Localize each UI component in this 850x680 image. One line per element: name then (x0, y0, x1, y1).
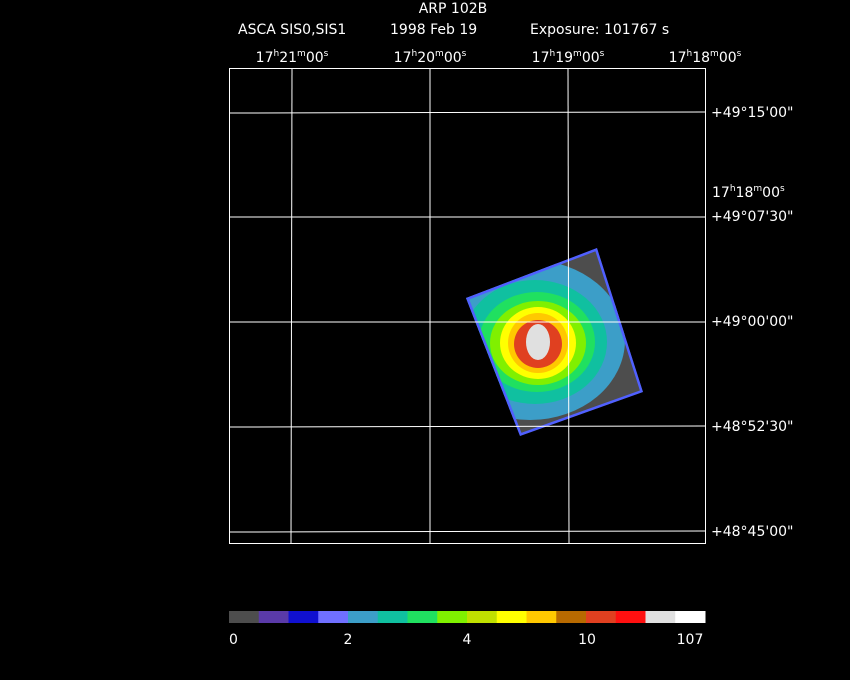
dec-label: +49°15'00" (711, 105, 793, 121)
colorbar-swatch (675, 611, 706, 623)
colorbar-swatch (229, 611, 260, 623)
ra-value: 21 (279, 50, 297, 66)
ra-value: 00 (762, 185, 780, 201)
colorbar-tick: 4 (463, 632, 472, 648)
ra-unit: h (273, 49, 279, 59)
exposure: Exposure: 101767 s (530, 22, 669, 38)
colorbar-swatch (526, 611, 557, 623)
colorbar-swatch (645, 611, 676, 623)
ra-value: 00 (444, 50, 462, 66)
ra-unit: s (462, 49, 467, 59)
ra-unit: s (600, 49, 605, 59)
ra-value: 00 (306, 50, 324, 66)
colorbar-swatch (288, 611, 319, 623)
colorbar-swatch (586, 611, 617, 623)
ra-unit: h (686, 49, 692, 59)
ra-unit: m (297, 49, 306, 59)
colorbar-tick: 2 (344, 632, 353, 648)
dec-label: +48°52'30" (711, 419, 793, 435)
ra-value: 18 (736, 185, 754, 201)
date: 1998 Feb 19 (390, 22, 477, 38)
ra-value: 00 (719, 50, 737, 66)
ra-unit: s (324, 49, 329, 59)
colorbar-swatch (437, 611, 468, 623)
colorbar-swatch (407, 611, 438, 623)
ra-unit: m (435, 49, 444, 59)
ra-unit: h (411, 49, 417, 59)
colorbar-swatch (615, 611, 646, 623)
ra-unit: s (780, 184, 785, 194)
dec-label: +48°45'00" (711, 524, 793, 540)
ra-label: 17h18m00s (712, 184, 785, 202)
coordinate-grid (228, 67, 706, 544)
ra-unit: m (710, 49, 719, 59)
ra-unit: m (753, 184, 762, 194)
ra-unit: h (549, 49, 555, 59)
colorbar-swatch (318, 611, 349, 623)
colorbar-tick: 0 (229, 632, 238, 648)
colorbar-swatch (348, 611, 379, 623)
ra-value: 17 (712, 185, 730, 201)
ra-value: 17 (669, 50, 687, 66)
colorbar-swatch (467, 611, 498, 623)
ra-label: 17h18m00s (669, 49, 742, 67)
ra-value: 17 (394, 50, 412, 66)
dec-label: +49°00'00" (711, 314, 793, 330)
sky-image (466, 248, 643, 436)
ra-label: 17h20m00s (394, 49, 467, 67)
ra-unit: h (730, 184, 736, 194)
colorbar-swatch (258, 611, 289, 623)
ra-value: 18 (692, 50, 710, 66)
ra-label: 17h21m00s (256, 49, 329, 67)
title: ARP 102B (419, 1, 488, 17)
colorbar-tick: 107 (677, 632, 704, 648)
ra-value: 19 (555, 50, 573, 66)
colorbar-swatch (496, 611, 527, 623)
ra-value: 00 (582, 50, 600, 66)
ra-value: 17 (532, 50, 550, 66)
ra-unit: s (737, 49, 742, 59)
colorbar-swatch (377, 611, 408, 623)
ra-label: 17h19m00s (532, 49, 605, 67)
ra-unit: m (573, 49, 582, 59)
colorbar-tick: 10 (578, 632, 596, 648)
ra-value: 17 (256, 50, 274, 66)
instrument: ASCA SIS0,SIS1 (238, 22, 346, 38)
ra-value: 20 (417, 50, 435, 66)
dec-label: +49°07'30" (711, 209, 793, 225)
colorbar-swatch (556, 611, 587, 623)
